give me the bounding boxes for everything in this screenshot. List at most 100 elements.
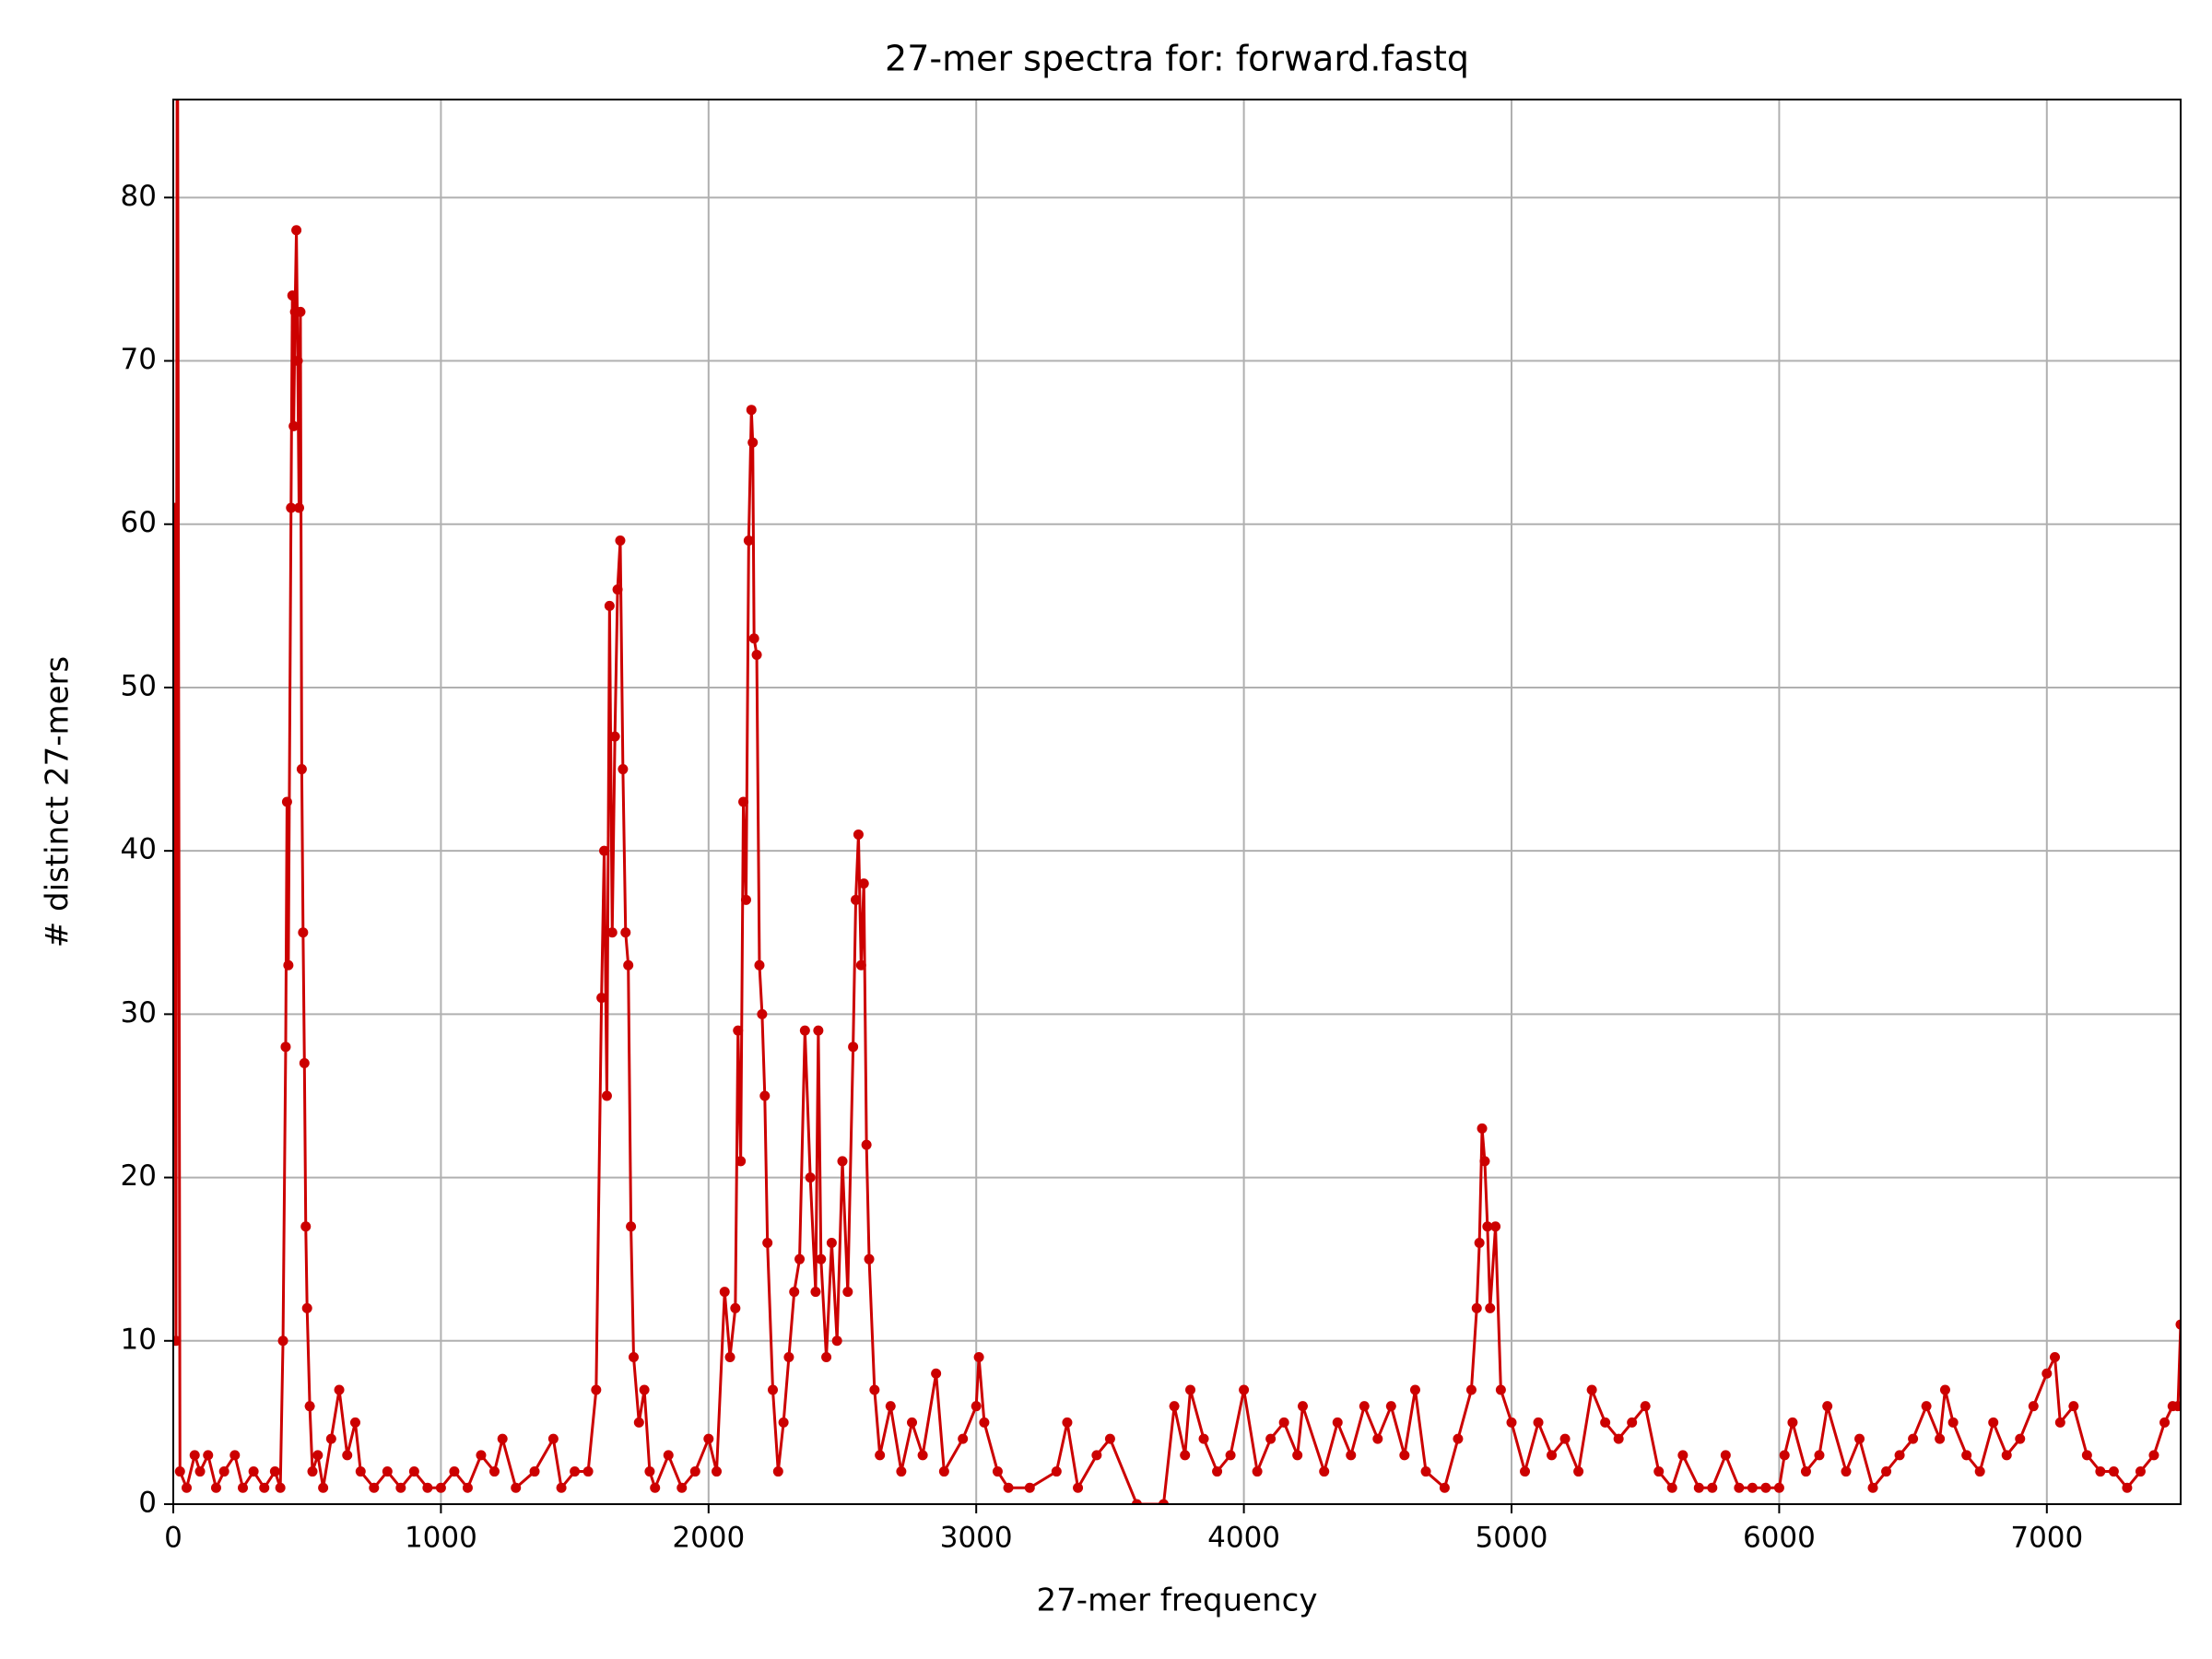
data-point (851, 894, 862, 905)
data-point (1653, 1466, 1665, 1477)
data-point (275, 1482, 286, 1493)
data-point (287, 290, 298, 301)
data-point (973, 1352, 984, 1363)
data-point (703, 1433, 714, 1444)
data-point (449, 1466, 460, 1477)
data-point (312, 1450, 324, 1461)
data-point (2172, 1401, 2181, 1412)
data-point (799, 1025, 810, 1036)
data-point (596, 993, 607, 1004)
data-point (907, 1417, 918, 1428)
y-tick-label: 0 (138, 1487, 157, 1520)
data-point (318, 1482, 329, 1493)
data-point (280, 1041, 291, 1053)
data-point (2108, 1466, 2119, 1477)
data-point (591, 1384, 602, 1395)
data-point (861, 1139, 872, 1150)
data-point (283, 959, 294, 971)
data-point (295, 306, 306, 317)
data-point (748, 633, 759, 644)
data-point (1677, 1450, 1688, 1461)
data-point (917, 1450, 928, 1461)
data-point (1779, 1450, 1790, 1461)
data-point (896, 1466, 907, 1477)
data-point (1921, 1401, 1932, 1412)
data-point (2015, 1433, 2026, 1444)
x-tick-label: 3000 (940, 1522, 1013, 1555)
data-point (644, 1466, 655, 1477)
data-point (626, 1221, 637, 1232)
data-point (2068, 1401, 2079, 1412)
data-point (1003, 1482, 1014, 1493)
data-point (1485, 1302, 1496, 1313)
data-point (1600, 1417, 1611, 1428)
data-point (1490, 1221, 1501, 1232)
x-axis-label: 27-mer frequency (1037, 1583, 1318, 1619)
data-point (1760, 1482, 1771, 1493)
data-point (754, 959, 765, 971)
data-point (783, 1352, 794, 1363)
data-point (604, 600, 615, 611)
data-point (281, 796, 292, 807)
data-point (837, 1156, 848, 1167)
data-point (2122, 1482, 2133, 1493)
data-point (1292, 1450, 1303, 1461)
data-point (292, 356, 303, 367)
data-point (1547, 1450, 1558, 1461)
x-tick-label: 7000 (2010, 1522, 2083, 1555)
data-point (1693, 1482, 1704, 1493)
data-point (762, 1237, 773, 1248)
data-point (1477, 1123, 1488, 1134)
data-point (805, 1172, 816, 1183)
data-point (751, 650, 762, 661)
data-point (730, 1302, 741, 1313)
data-point (623, 959, 634, 971)
data-point (1372, 1433, 1383, 1444)
data-point (1265, 1433, 1277, 1444)
data-point (301, 1302, 312, 1313)
data-point (435, 1482, 446, 1493)
data-point (299, 1058, 310, 1069)
y-tick-label: 20 (121, 1159, 157, 1193)
data-point (570, 1466, 581, 1477)
x-tick-label: 4000 (1207, 1522, 1280, 1555)
data-point (2081, 1450, 2092, 1461)
data-point (612, 584, 623, 595)
data-point (1332, 1417, 1343, 1428)
grid (172, 100, 2181, 1505)
data-point (307, 1466, 318, 1477)
data-point (855, 959, 866, 971)
data-point (1506, 1417, 1517, 1428)
data-point (1471, 1302, 1482, 1313)
data-point (875, 1450, 886, 1461)
data-point (885, 1401, 896, 1412)
data-point (789, 1287, 800, 1298)
data-point (712, 1466, 723, 1477)
data-point (1707, 1482, 1718, 1493)
data-point (286, 502, 297, 513)
data-point (2095, 1466, 2106, 1477)
data-point (606, 927, 618, 938)
data-point (2028, 1401, 2039, 1412)
data-point (2148, 1450, 2159, 1461)
data-point (511, 1482, 522, 1493)
data-point (296, 764, 307, 775)
data-point (738, 796, 749, 807)
data-point (1453, 1433, 1464, 1444)
data-point (1627, 1417, 1638, 1428)
data-point (547, 1433, 559, 1444)
data-point (740, 894, 751, 905)
data-point (1854, 1433, 1865, 1444)
data-point (1169, 1401, 1180, 1412)
data-point (277, 1335, 288, 1347)
data-point (325, 1433, 336, 1444)
data-point (1051, 1466, 1062, 1477)
data-point (229, 1450, 241, 1461)
data-point (633, 1417, 644, 1428)
plot-area (173, 100, 2181, 1504)
data-point (1180, 1450, 1191, 1461)
data-point (1747, 1482, 1758, 1493)
data-point (677, 1482, 688, 1493)
data-point (2050, 1352, 2061, 1363)
